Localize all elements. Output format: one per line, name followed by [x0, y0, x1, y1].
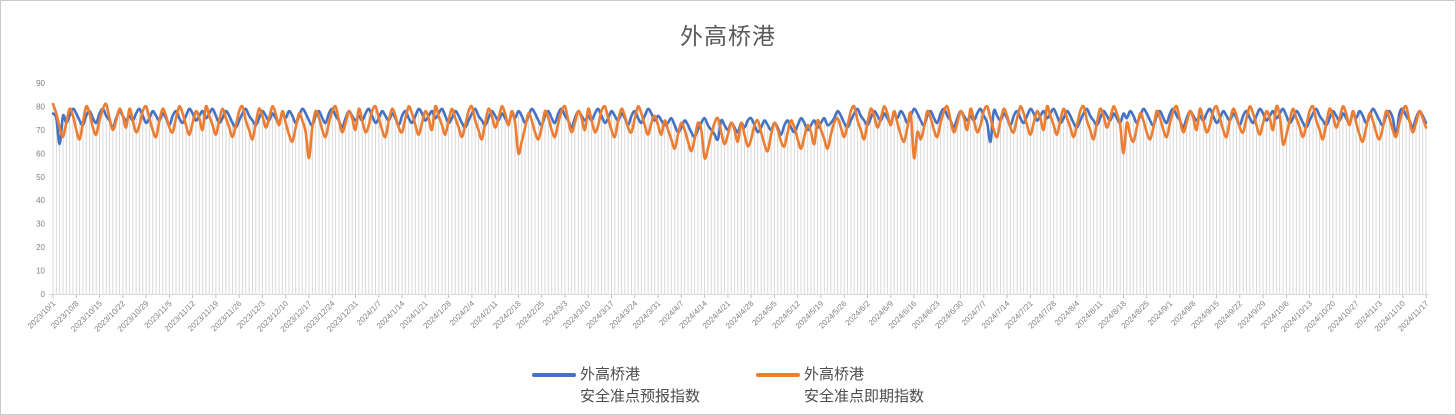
svg-text:0: 0	[41, 290, 46, 299]
legend-item-forecast-index[interactable]: 外高桥港 安全准点预报指数	[531, 364, 700, 408]
x-axis	[49, 294, 1429, 298]
svg-text:70: 70	[36, 126, 45, 135]
svg-text:60: 60	[36, 149, 45, 158]
spot-series-label-line2: 安全准点即期指数	[804, 388, 925, 405]
x-axis-labels: 2023/10/12023/10/82023/10/152023/10/2220…	[26, 299, 1431, 334]
spot-series-swatch-icon	[756, 373, 800, 377]
svg-text:80: 80	[36, 102, 45, 111]
forecast-series-swatch-icon	[531, 373, 576, 377]
drop-lines	[52, 104, 1427, 294]
chart-plot-area: 0 10 20 30 40 50 60 70 80 90 2023/10/12023/10/8202…	[26, 79, 1431, 334]
legend-item-spot-index[interactable]: 外高桥港 安全准点即期指数	[756, 364, 924, 408]
legend: 外高桥港 安全准点预报指数 外高桥港 安全准点即期指数	[1, 364, 1455, 408]
spot-series-label: 外高桥港 安全准点即期指数	[804, 364, 924, 408]
svg-text:50: 50	[36, 173, 45, 182]
forecast-series-label: 外高桥港 安全准点预报指数	[580, 364, 700, 408]
svg-text:30: 30	[36, 220, 45, 229]
spot-series-label-line1: 外高桥港	[804, 366, 865, 383]
forecast-series-label-line2: 安全准点预报指数	[579, 388, 700, 405]
spot-index-line	[51, 102, 1428, 160]
chart-title: 外高桥港	[680, 23, 776, 49]
forecast-series-label-line1: 外高桥港	[579, 366, 640, 383]
svg-text:20: 20	[36, 243, 45, 252]
svg-text:40: 40	[36, 196, 45, 205]
y-axis-labels: 0 10 20 30 40 50 60 70 80 90	[36, 79, 45, 299]
svg-text:90: 90	[36, 79, 45, 88]
svg-text:10: 10	[36, 267, 45, 276]
